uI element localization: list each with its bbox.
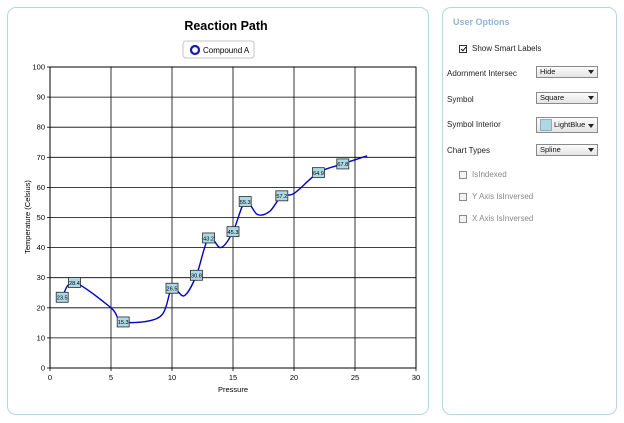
square-marker xyxy=(165,282,179,294)
data-point: 23.5 xyxy=(55,291,69,303)
data-point: 67.8 xyxy=(336,158,350,170)
square-marker xyxy=(68,277,81,288)
data-label: 67.8 xyxy=(337,162,348,168)
data-label: 28.4 xyxy=(69,281,80,287)
chevron-down-icon xyxy=(588,96,594,100)
chart-types-value: Spline xyxy=(540,145,561,154)
symbol-interior-value: LightBlue xyxy=(554,120,586,129)
tick-labels: 0 5 10 15 20 25 30 0 10 20 30 40 50 60 70 80 90 100 xyxy=(32,63,420,383)
symbol-label: Symbol xyxy=(447,95,474,104)
is-indexed-label: IsIndexed xyxy=(472,170,507,179)
data-label: 23.5 xyxy=(57,296,68,302)
data-label: 15.3 xyxy=(118,320,129,326)
data-label: 30.8 xyxy=(191,274,202,280)
y-tick-label: 30 xyxy=(37,273,45,282)
x-axis-title: Pressure xyxy=(218,385,248,394)
x-tick-label: 20 xyxy=(290,373,298,382)
is-indexed-checkbox[interactable] xyxy=(459,171,467,179)
legend-box xyxy=(182,40,255,59)
chart-types-select[interactable]: Spline xyxy=(536,144,598,156)
chevron-down-icon xyxy=(588,70,594,74)
adornment-intersect-label: Adornment Intersec xyxy=(447,69,517,78)
show-smart-labels-label: Show Smart Labels xyxy=(472,44,542,53)
square-marker xyxy=(238,196,252,207)
data-point: 15.3 xyxy=(116,316,130,328)
square-marker xyxy=(189,269,203,281)
symbol-select[interactable]: Square xyxy=(536,92,598,104)
x-tick-label: 25 xyxy=(351,373,359,382)
y-tick-label: 50 xyxy=(37,213,45,222)
color-swatch xyxy=(540,119,552,132)
chart-panel: Reaction Path Compound A 0 5 10 15 20 25 30 0 10… xyxy=(7,7,429,415)
gridlines xyxy=(49,66,417,369)
y-axis-inversed-label: Y Axis IsInversed xyxy=(472,192,534,201)
chevron-down-icon xyxy=(588,124,594,128)
y-tick-label: 40 xyxy=(37,243,45,252)
x-tick-label: 10 xyxy=(168,373,176,382)
data-labels: 23.5 28.4 15.3 26.5 30.8 43.2 45.3 55.3 57.2 64.9… xyxy=(55,158,350,328)
data-point: 57.2 xyxy=(275,190,289,202)
y-tick-label: 0 xyxy=(41,364,45,373)
show-smart-labels-checkbox[interactable] xyxy=(459,45,467,53)
legend-marker-icon xyxy=(189,44,201,56)
y-tick-label: 20 xyxy=(37,303,45,312)
data-label: 45.3 xyxy=(228,230,239,236)
data-point: 28.4 xyxy=(68,277,81,288)
y-tick-label: 90 xyxy=(37,93,45,102)
data-point: 55.3 xyxy=(238,196,252,207)
data-point: 45.3 xyxy=(226,226,240,238)
square-marker xyxy=(116,316,130,328)
legend[interactable]: Compound A xyxy=(182,40,255,59)
legend-label: Compound A xyxy=(203,46,250,55)
chevron-down-icon xyxy=(588,148,594,152)
square-marker xyxy=(55,291,69,303)
x-tick-label: 15 xyxy=(229,373,237,382)
x-tick-label: 5 xyxy=(109,373,113,382)
chart-title: Reaction Path xyxy=(184,19,267,33)
y-tick-label: 70 xyxy=(37,153,45,162)
x-tick-label: 30 xyxy=(412,373,420,382)
y-tick-label: 10 xyxy=(37,333,45,342)
square-marker xyxy=(202,232,216,244)
user-options-panel: User Options Show Smart Labels Adornment… xyxy=(442,7,617,415)
square-marker xyxy=(226,226,240,238)
plot-border xyxy=(49,66,417,369)
data-point: 26.5 xyxy=(165,282,179,294)
adornment-intersect-select[interactable]: Hide xyxy=(536,66,598,78)
data-label: 64.9 xyxy=(313,171,324,177)
data-point: 30.8 xyxy=(189,269,203,281)
data-label: 55.3 xyxy=(240,200,251,206)
square-marker xyxy=(311,167,325,179)
data-label: 43.2 xyxy=(203,236,214,242)
chart: Reaction Path Compound A 0 5 10 15 20 25 30 0 10… xyxy=(23,19,420,394)
options-title: User Options xyxy=(453,17,510,27)
y-axis-inversed-checkbox[interactable] xyxy=(459,193,467,201)
y-tick-label: 100 xyxy=(32,63,45,72)
y-tick-label: 60 xyxy=(37,183,45,192)
y-tick-label: 80 xyxy=(37,123,45,132)
data-point: 43.2 xyxy=(202,232,216,244)
symbol-value: Square xyxy=(540,93,565,102)
axes xyxy=(47,66,417,371)
square-marker xyxy=(275,190,289,202)
symbol-interior-label: Symbol Interior xyxy=(447,120,501,129)
data-point: 64.9 xyxy=(311,167,325,179)
x-axis-inversed-label: X Axis IsInversed xyxy=(472,214,534,223)
chart-types-label: Chart Types xyxy=(447,146,490,155)
y-axis-title: Temperature (Celsius) xyxy=(23,180,32,254)
data-label: 26.5 xyxy=(167,287,178,293)
symbol-interior-select[interactable]: LightBlue xyxy=(536,117,598,133)
x-tick-label: 0 xyxy=(48,373,52,382)
square-marker xyxy=(336,158,350,170)
data-label: 57.2 xyxy=(276,194,287,200)
adornment-intersect-value: Hide xyxy=(540,67,556,76)
x-axis-inversed-checkbox[interactable] xyxy=(459,215,467,223)
